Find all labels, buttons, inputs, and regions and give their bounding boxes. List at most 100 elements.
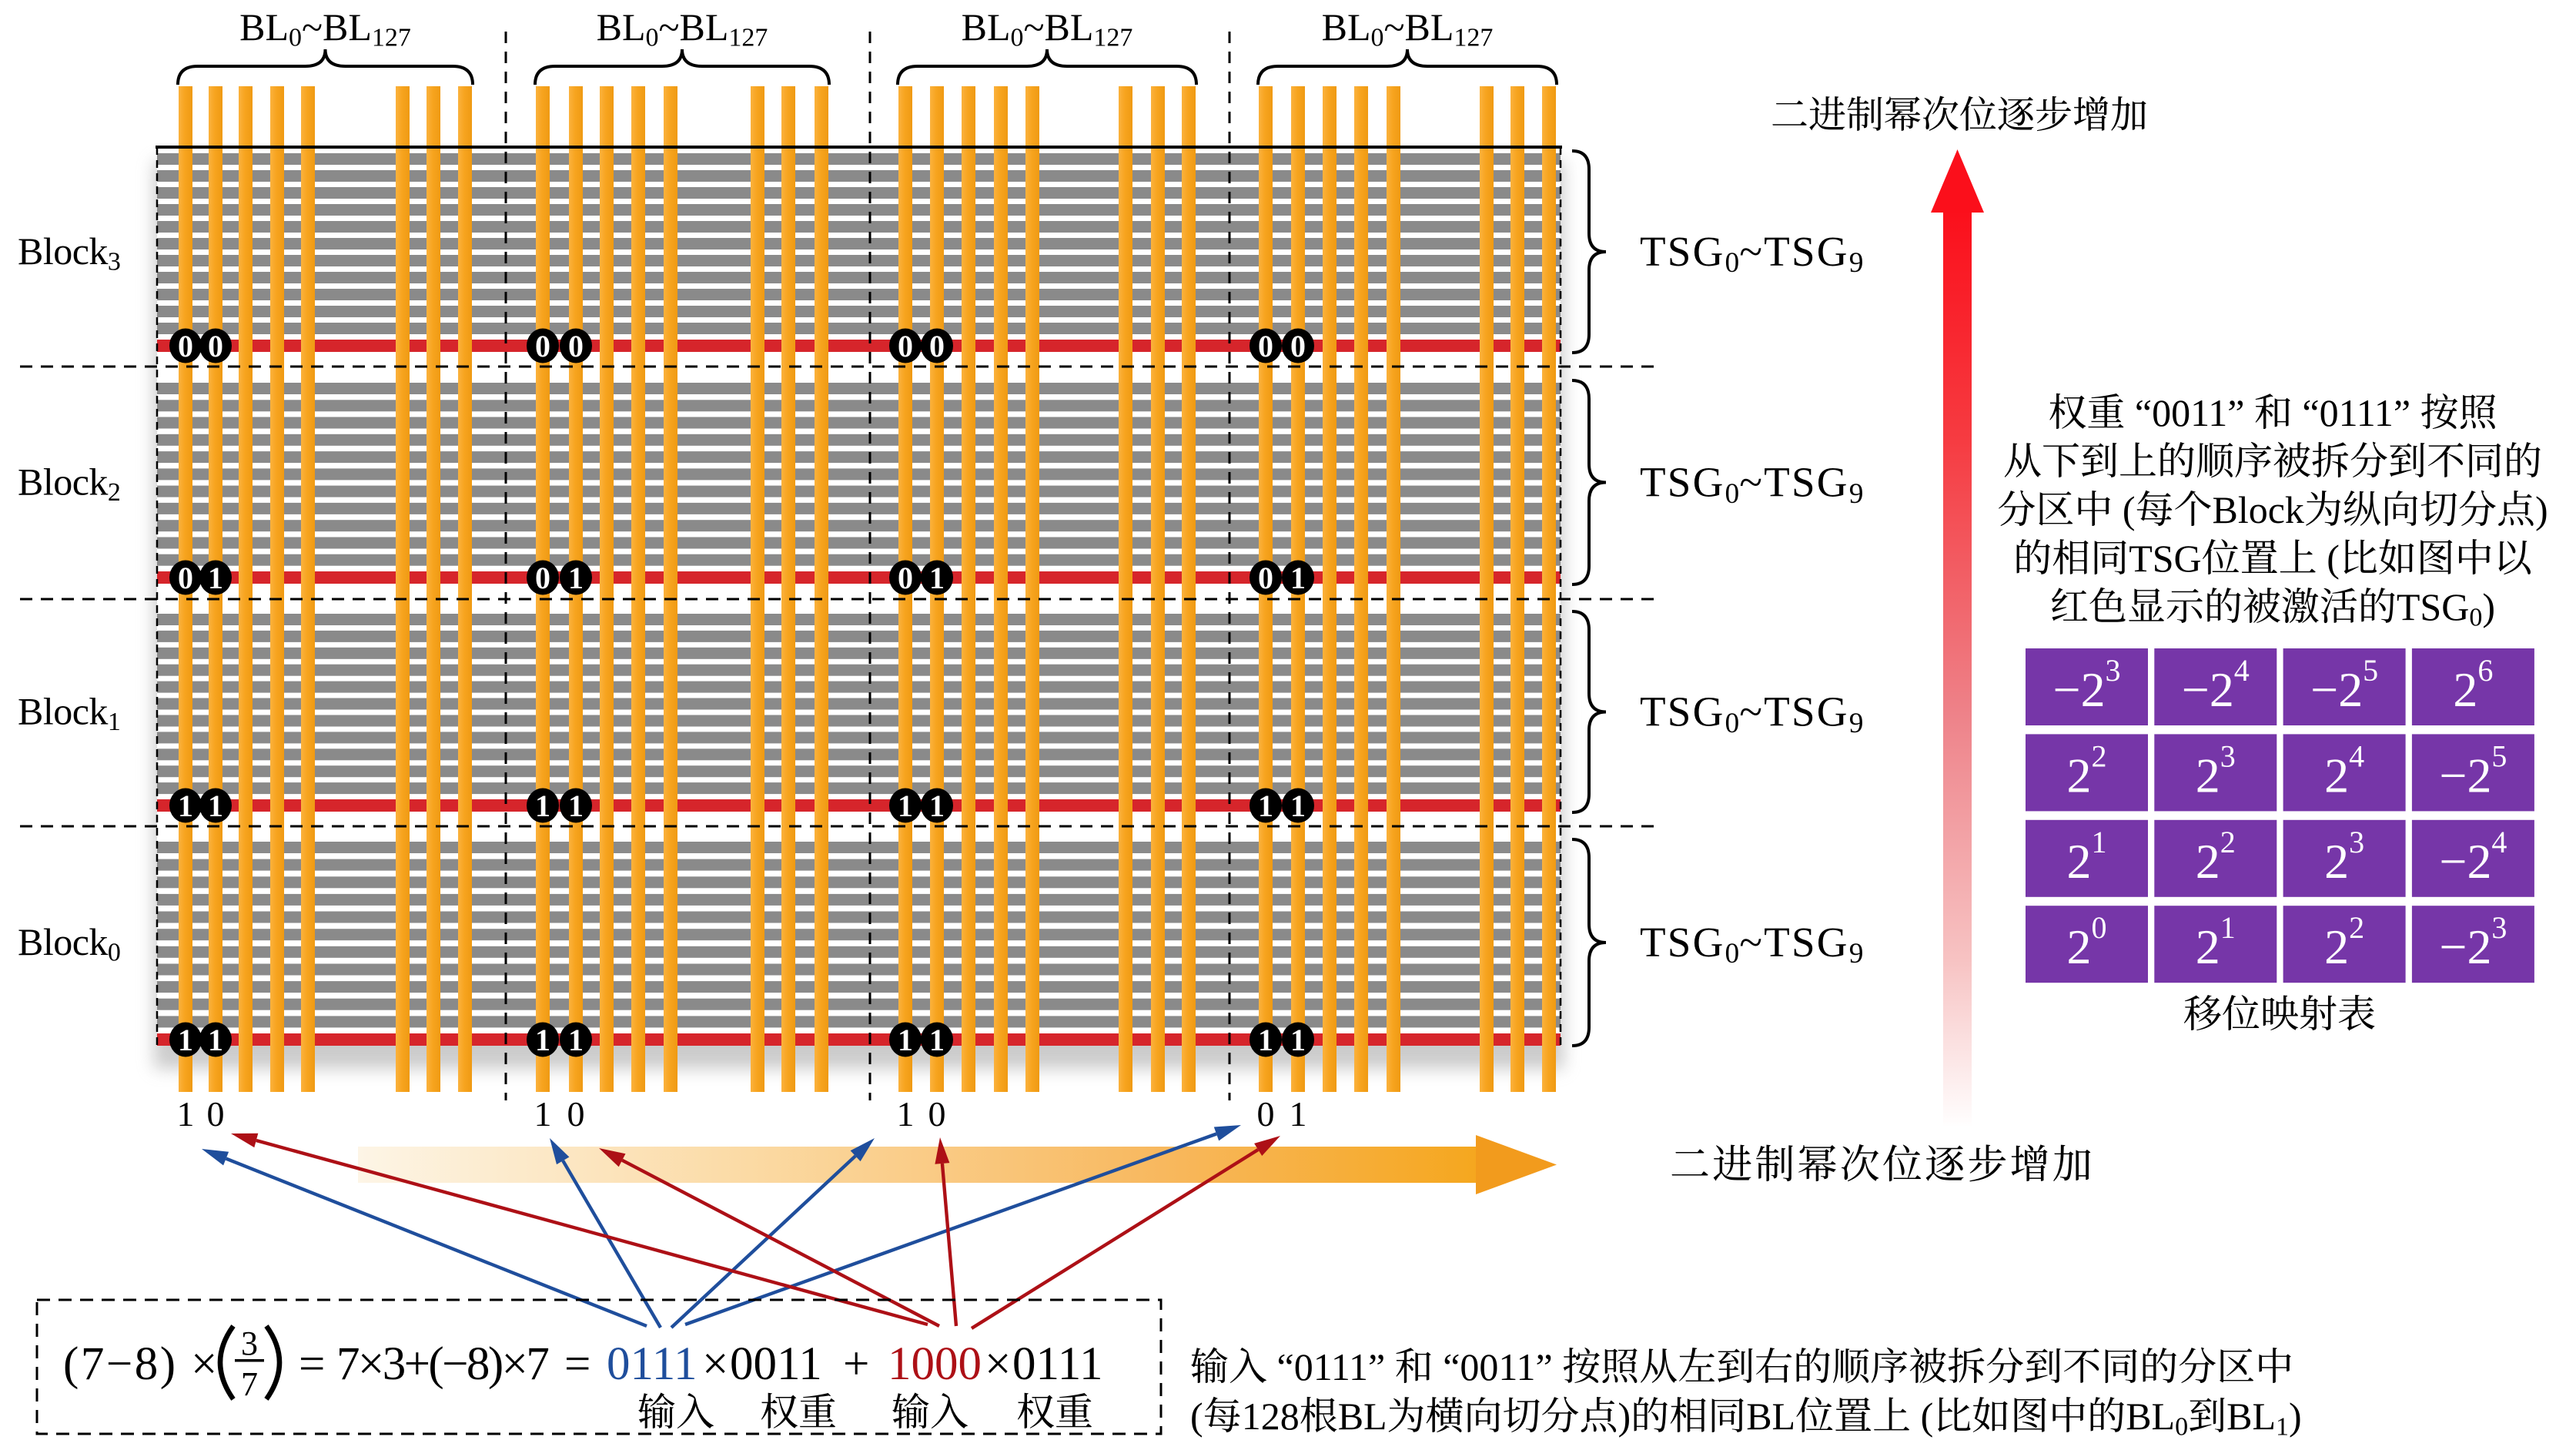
svg-text:0: 0: [1258, 561, 1273, 595]
svg-text:0: 0: [2469, 604, 2482, 632]
svg-text:0: 0: [108, 939, 121, 967]
svg-text:Block: Block: [18, 229, 108, 273]
svg-text:0: 0: [1290, 329, 1306, 363]
svg-text:Block: Block: [18, 690, 108, 733]
svg-text:(: (: [2113, 488, 2135, 531]
svg-text:3: 3: [241, 1324, 258, 1362]
svg-text:0: 0: [535, 329, 550, 363]
svg-text:−2: −2: [2439, 748, 2491, 802]
svg-text:0: 0: [929, 329, 945, 363]
svg-text:7×3+(−8)×7: 7×3+(−8)×7: [336, 1338, 548, 1390]
svg-text:×: ×: [191, 1338, 217, 1390]
svg-text:0: 0: [2092, 910, 2107, 945]
svg-text:0: 0: [207, 1094, 225, 1134]
svg-text:0: 0: [898, 561, 913, 595]
svg-text:6: 6: [2477, 653, 2493, 688]
svg-text:4: 4: [2234, 653, 2250, 688]
svg-text:−2: −2: [2439, 919, 2491, 974]
svg-text:5: 5: [2491, 738, 2507, 773]
svg-text:(: (: [1190, 1395, 1203, 1438]
svg-text:TSG: TSG: [1640, 228, 1725, 275]
svg-text:~TSG: ~TSG: [1739, 688, 1848, 735]
svg-text:4: 4: [2491, 825, 2507, 859]
svg-text:1: 1: [929, 561, 945, 595]
svg-text:): ): [2535, 488, 2548, 531]
svg-text:2: 2: [2067, 748, 2092, 802]
svg-text:1: 1: [208, 789, 223, 823]
svg-text:5: 5: [2363, 653, 2378, 688]
svg-text:1: 1: [1290, 561, 1306, 595]
svg-text:−2: −2: [2439, 834, 2491, 889]
svg-text:BL: BL: [2126, 1395, 2175, 1438]
svg-text:~TSG: ~TSG: [1739, 228, 1848, 275]
svg-text:): ): [2482, 585, 2495, 628]
svg-text:2: 2: [2092, 738, 2107, 773]
svg-text:3: 3: [2106, 653, 2121, 688]
svg-text:0111: 0111: [1012, 1338, 1102, 1390]
svg-text:“0111”: “0111”: [2293, 391, 2420, 434]
svg-text:~BL: ~BL: [302, 5, 372, 49]
svg-text:): ): [2289, 1395, 2302, 1438]
svg-text:128: 128: [1242, 1395, 1300, 1438]
svg-text:TSG: TSG: [1640, 688, 1725, 735]
svg-text:2: 2: [2196, 748, 2220, 802]
svg-text:1: 1: [2276, 1413, 2289, 1440]
svg-text:127: 127: [372, 24, 411, 52]
svg-text:9: 9: [1849, 938, 1864, 969]
svg-text:(: (: [2317, 537, 2340, 580]
svg-text:1: 1: [1290, 789, 1306, 823]
svg-text:0: 0: [1258, 329, 1273, 363]
svg-text:1: 1: [929, 789, 945, 823]
svg-text:BL: BL: [239, 5, 289, 49]
svg-text:1: 1: [535, 789, 550, 823]
svg-text:BL: BL: [962, 5, 1011, 49]
svg-text:(: (: [1911, 1395, 1933, 1438]
svg-text:0: 0: [178, 561, 193, 595]
svg-text:1: 1: [568, 561, 584, 595]
svg-text:2: 2: [2067, 834, 2092, 889]
svg-text:“0111”: “0111”: [1267, 1345, 1395, 1388]
svg-text:(7−8): (7−8): [63, 1338, 178, 1390]
svg-text:0: 0: [567, 1094, 585, 1134]
svg-text:1: 1: [929, 1023, 945, 1057]
svg-text:BL: BL: [1322, 5, 1371, 49]
svg-text:BL: BL: [1338, 1395, 1387, 1438]
svg-text:1: 1: [535, 1023, 550, 1057]
svg-text:2: 2: [2220, 825, 2236, 859]
svg-text:0: 0: [1725, 478, 1740, 510]
svg-text:0: 0: [1371, 24, 1384, 52]
svg-text:+: +: [843, 1338, 869, 1390]
svg-text:=: =: [299, 1338, 325, 1390]
svg-text:~TSG: ~TSG: [1739, 459, 1848, 506]
svg-text:0: 0: [208, 329, 223, 363]
svg-text:1: 1: [1290, 1023, 1306, 1057]
svg-text:2: 2: [2324, 834, 2349, 889]
svg-text:2: 2: [2324, 748, 2349, 802]
svg-text:~TSG: ~TSG: [1739, 919, 1848, 966]
svg-text:0: 0: [2175, 1413, 2188, 1440]
svg-text:×: ×: [985, 1338, 1011, 1390]
svg-text:3: 3: [2349, 825, 2364, 859]
svg-text:1: 1: [1258, 1023, 1273, 1057]
svg-text:2: 2: [2196, 834, 2220, 889]
svg-text:1: 1: [178, 789, 193, 823]
svg-text:0: 0: [1725, 247, 1740, 279]
svg-text:0: 0: [1257, 1094, 1275, 1134]
svg-text:9: 9: [1849, 708, 1864, 739]
svg-text:2: 2: [2196, 919, 2220, 974]
svg-text:2: 2: [108, 478, 121, 507]
svg-text:1: 1: [898, 1023, 913, 1057]
svg-text:TSG: TSG: [2397, 585, 2469, 628]
svg-text:0: 0: [1725, 938, 1740, 969]
svg-text:1: 1: [898, 789, 913, 823]
svg-text:0: 0: [1725, 708, 1740, 739]
svg-text:127: 127: [1093, 24, 1132, 52]
svg-text:1: 1: [177, 1094, 195, 1134]
svg-text:1: 1: [2092, 825, 2107, 859]
svg-text:1: 1: [568, 789, 584, 823]
svg-text:0: 0: [535, 561, 550, 595]
svg-text:1: 1: [534, 1094, 552, 1134]
svg-text:1: 1: [108, 708, 121, 736]
svg-text:BL: BL: [1746, 1395, 1795, 1438]
svg-text:3: 3: [2491, 910, 2507, 945]
